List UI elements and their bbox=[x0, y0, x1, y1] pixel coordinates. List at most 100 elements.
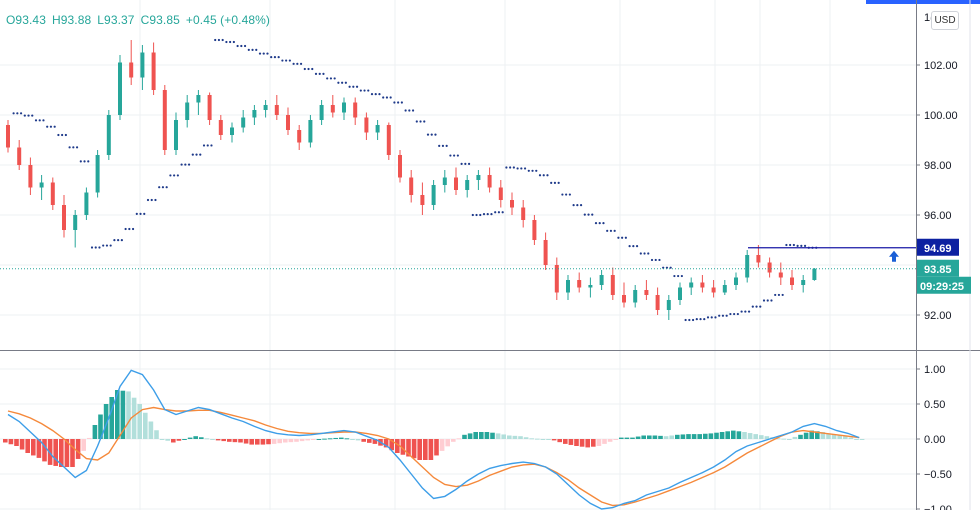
macd-histogram-bar bbox=[434, 439, 439, 456]
macd-histogram-bar bbox=[635, 436, 641, 439]
sar-dot bbox=[557, 181, 560, 184]
sar-dot bbox=[650, 258, 654, 262]
sar-dot bbox=[736, 312, 739, 316]
legend-change: +0.45 (+0.48%) bbox=[185, 13, 270, 27]
candle bbox=[6, 120, 10, 153]
macd-histogram-bar bbox=[255, 439, 260, 445]
candle-body bbox=[241, 117, 246, 128]
sar-dot bbox=[262, 52, 265, 55]
sar-dot bbox=[16, 112, 19, 115]
sar-dot bbox=[680, 274, 683, 278]
sar-dot bbox=[225, 40, 228, 44]
candle bbox=[700, 275, 705, 293]
sar-dot bbox=[531, 169, 534, 172]
macd-histogram-bar bbox=[815, 431, 820, 439]
sar-dot bbox=[221, 38, 224, 42]
candle bbox=[185, 95, 190, 128]
macd-histogram-bar bbox=[417, 439, 422, 460]
sar-dot bbox=[617, 236, 620, 239]
legend-high: H93.88 bbox=[51, 13, 92, 27]
macd-histogram-bar bbox=[663, 436, 669, 439]
macd-histogram-bar bbox=[103, 404, 109, 439]
sar-dot bbox=[90, 246, 94, 249]
macd-histogram-bar bbox=[3, 439, 8, 443]
candle bbox=[50, 177, 55, 210]
candle bbox=[734, 272, 738, 290]
macd-histogram-bar bbox=[109, 397, 114, 439]
sar-dot bbox=[635, 245, 639, 248]
macd-histogram-bar bbox=[383, 439, 389, 448]
sar-dot bbox=[527, 169, 530, 172]
sar-dot bbox=[606, 229, 609, 232]
macd-histogram-bar bbox=[529, 438, 534, 440]
macd-histogram-bar bbox=[719, 432, 725, 439]
sar-dot bbox=[229, 40, 232, 44]
candle-body bbox=[543, 240, 548, 265]
sar-dot bbox=[184, 163, 187, 166]
macd-histogram-bar bbox=[703, 433, 708, 439]
last-price-tag-text: 93.85 bbox=[924, 264, 952, 276]
macd-histogram-bar bbox=[826, 433, 831, 439]
macd-histogram-bar bbox=[501, 434, 506, 439]
macd-histogram-bar bbox=[283, 439, 288, 443]
macd-histogram-bar bbox=[792, 436, 798, 439]
candle bbox=[297, 125, 302, 150]
sar-dot bbox=[251, 48, 254, 51]
macd-histogram-bar bbox=[14, 439, 19, 446]
candle bbox=[722, 280, 727, 295]
candle bbox=[566, 275, 570, 300]
sar-dot bbox=[471, 213, 474, 217]
macd-histogram-bar bbox=[551, 439, 557, 441]
candle bbox=[106, 110, 111, 160]
candle-body bbox=[498, 187, 503, 200]
sar-dot bbox=[94, 246, 97, 249]
candle bbox=[353, 97, 358, 125]
macd-histogram-bar bbox=[81, 439, 86, 451]
candle bbox=[386, 122, 391, 160]
sar-dot bbox=[538, 174, 542, 177]
macd-histogram-bar bbox=[557, 439, 562, 443]
currency-button[interactable]: USD bbox=[931, 11, 959, 30]
candle-body bbox=[644, 290, 649, 295]
macd-histogram-bar bbox=[731, 430, 736, 439]
sar-dot bbox=[789, 243, 792, 247]
candle bbox=[274, 95, 279, 120]
sar-dot bbox=[747, 310, 751, 313]
candle-body bbox=[162, 90, 167, 150]
macd-histogram-bar bbox=[479, 432, 484, 439]
macd-histogram-bar bbox=[680, 434, 686, 439]
macd-line bbox=[7, 369, 860, 510]
sar-dot bbox=[673, 274, 676, 278]
macd-histogram-bar bbox=[59, 439, 64, 467]
macd-histogram-bar bbox=[423, 439, 428, 460]
macd-histogram-bar bbox=[406, 439, 411, 457]
macd-histogram-bar bbox=[428, 439, 434, 460]
sar-dot bbox=[419, 120, 422, 123]
macd-histogram-bar bbox=[843, 436, 848, 439]
sar-dot bbox=[12, 112, 15, 115]
macd-histogram-bar bbox=[355, 439, 361, 441]
sar-dot bbox=[729, 312, 732, 316]
sar-dot bbox=[430, 133, 433, 136]
sar-dot bbox=[232, 40, 235, 44]
sar-dot bbox=[75, 146, 79, 149]
sar-dot bbox=[542, 174, 545, 177]
candle bbox=[39, 175, 44, 200]
parabolic-sar bbox=[12, 38, 818, 322]
sar-dot bbox=[102, 244, 105, 247]
sar-dot bbox=[314, 72, 318, 75]
macd-histogram-bar bbox=[154, 430, 159, 439]
sar-dot bbox=[583, 213, 586, 216]
macd-histogram-bar bbox=[697, 434, 702, 439]
sar-dot bbox=[755, 305, 758, 308]
candle bbox=[263, 100, 268, 118]
candle bbox=[375, 120, 380, 140]
sar-dot bbox=[565, 193, 568, 196]
macd-histogram-bar bbox=[820, 432, 826, 439]
macd-histogram-bar bbox=[75, 439, 81, 459]
candle bbox=[129, 40, 134, 85]
sar-dot bbox=[109, 244, 112, 247]
sar-dot bbox=[389, 96, 392, 99]
sar-dot bbox=[31, 114, 34, 117]
